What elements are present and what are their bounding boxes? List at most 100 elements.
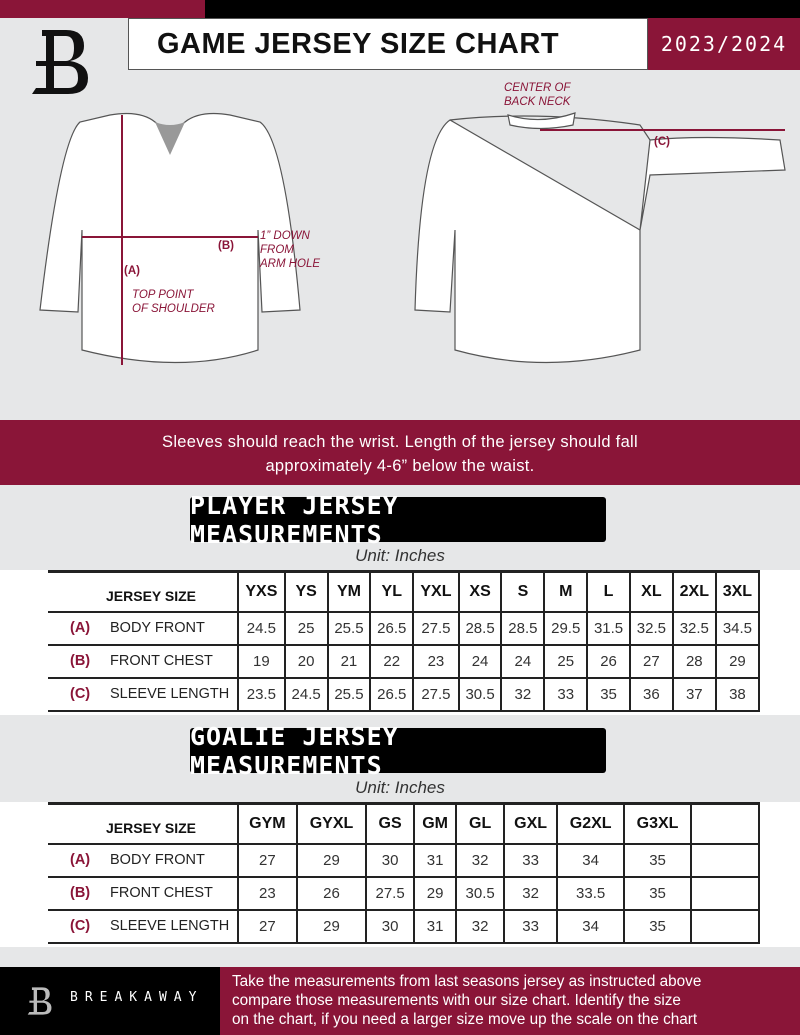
empty-cell xyxy=(691,843,760,877)
measurement-name: BODY FRONT xyxy=(110,852,205,868)
value-cell: 27.5 xyxy=(413,611,460,645)
value-cell: 21 xyxy=(327,644,372,678)
value-cell: 23 xyxy=(413,644,460,678)
size-header: GL xyxy=(456,803,505,844)
value-cell: 33.5 xyxy=(557,876,626,910)
measurement-label: (C) SLEEVE LENGTH xyxy=(48,909,239,943)
table-row: (B) FRONT CHEST 23 26 27.5 29 30.5 32 33.5 35 xyxy=(48,876,760,910)
player-section-title: PLAYER JERSEY MEASUREMENTS xyxy=(190,491,606,549)
fit-instructions: Sleeves should reach the wrist. Length o… xyxy=(0,420,800,485)
note-line: CENTER OF xyxy=(504,82,571,94)
header-row: JERSEY SIZE YXS YS YM YL YXL XS S M L XL 2XL 3XL xyxy=(48,571,761,612)
footer-line: Take the measurements from last seasons … xyxy=(232,973,702,990)
size-header: YM xyxy=(327,571,372,612)
size-header: GYXL xyxy=(296,803,368,844)
value-cell: 25 xyxy=(284,611,329,645)
table-row: (C) SLEEVE LENGTH 23.5 24.5 25.5 26.5 27.5 30.5… xyxy=(48,677,761,711)
size-header: GYM xyxy=(238,803,298,844)
note-line: FROM xyxy=(260,244,294,256)
measurement-name: FRONT CHEST xyxy=(110,885,213,901)
page-title: GAME JERSEY SIZE CHART xyxy=(128,18,648,70)
size-header: YXS xyxy=(238,571,286,612)
size-header: GS xyxy=(366,803,415,844)
goalie-unit: Unit: Inches xyxy=(355,778,445,797)
value-cell: 36 xyxy=(629,677,674,711)
value-cell: 25.5 xyxy=(327,677,372,711)
value-cell: 26.5 xyxy=(370,611,415,645)
value-cell: 28 xyxy=(672,644,717,678)
measurement-label: (B) FRONT CHEST xyxy=(48,876,239,910)
table-row: (C) SLEEVE LENGTH 27 29 30 31 32 33 34 35 xyxy=(48,909,760,943)
size-header: YS xyxy=(284,571,329,612)
table-row: (A) BODY FRONT 27 29 30 31 32 33 34 35 xyxy=(48,843,760,877)
measurement-label: (B) FRONT CHEST xyxy=(48,644,239,678)
measurement-code: (A) xyxy=(70,852,91,868)
value-cell: 27.5 xyxy=(413,677,460,711)
value-cell: 27 xyxy=(238,843,298,877)
value-cell: 34 xyxy=(557,843,626,877)
value-cell: 33 xyxy=(503,909,559,943)
value-cell: 29 xyxy=(413,876,458,910)
value-cell: 31 xyxy=(413,909,458,943)
value-cell: 30 xyxy=(366,843,415,877)
size-header: L xyxy=(587,571,631,612)
label-a: (A) xyxy=(124,265,140,277)
armhole-note: 1” DOWN FROM ARM HOLE xyxy=(260,229,320,271)
footer-instructions: Take the measurements from last seasons … xyxy=(220,967,800,1035)
value-cell: 35 xyxy=(587,677,631,711)
table-row: (A) BODY FRONT 24.5 25 25.5 26.5 27.5 28.5 28.5 2… xyxy=(48,611,761,645)
measurement-code: (B) xyxy=(70,653,91,669)
size-header: S xyxy=(501,571,546,612)
brand-logo xyxy=(32,30,88,94)
empty-cell xyxy=(691,876,760,910)
value-cell: 30.5 xyxy=(456,876,505,910)
brand-name: BREAKAWAY xyxy=(70,990,204,1005)
jersey-diagram xyxy=(39,112,786,365)
measurement-name: SLEEVE LENGTH xyxy=(110,686,230,702)
value-cell: 26.5 xyxy=(370,677,415,711)
value-cell: 25 xyxy=(544,644,589,678)
label-b: (B) xyxy=(218,240,234,252)
note-line: BACK NECK xyxy=(504,96,571,108)
value-cell: 29.5 xyxy=(544,611,589,645)
goalie-section-title: GOALIE JERSEY MEASUREMENTS xyxy=(190,722,606,780)
note-line: ARM HOLE xyxy=(260,258,321,270)
value-cell: 24 xyxy=(501,644,546,678)
top-bar xyxy=(205,0,800,18)
value-cell: 24.5 xyxy=(284,677,329,711)
note-line: OF SHOULDER xyxy=(132,303,215,315)
value-cell: 27 xyxy=(238,909,298,943)
value-cell: 32.5 xyxy=(672,611,717,645)
size-label: JERSEY SIZE xyxy=(48,571,239,612)
size-header: XL xyxy=(629,571,674,612)
value-cell: 33 xyxy=(544,677,589,711)
value-cell: 30 xyxy=(366,909,415,943)
shoulder-note: TOP POINT OF SHOULDER xyxy=(132,288,215,316)
value-cell: 35 xyxy=(624,876,692,910)
value-cell: 33 xyxy=(503,843,559,877)
value-cell: 31.5 xyxy=(587,611,631,645)
value-cell: 29 xyxy=(715,644,761,678)
empty-cell xyxy=(691,909,760,943)
player-unit: Unit: Inches xyxy=(355,546,445,565)
measurement-code: (C) xyxy=(70,918,91,934)
value-cell: 34.5 xyxy=(715,611,761,645)
size-header: GXL xyxy=(503,803,559,844)
value-cell: 35 xyxy=(624,843,692,877)
value-cell: 28.5 xyxy=(458,611,503,645)
value-cell: 19 xyxy=(238,644,286,678)
value-cell: 30.5 xyxy=(458,677,503,711)
value-cell: 24.5 xyxy=(238,611,286,645)
size-header: YXL xyxy=(413,571,460,612)
value-cell: 24 xyxy=(458,644,503,678)
top-bar-accent xyxy=(0,0,205,18)
goalie-size-table: JERSEY SIZE GYM GYXL GS GM GL GXL G2XL G3XL (A) BO… xyxy=(48,802,760,944)
measurement-code: (B) xyxy=(70,885,91,901)
size-header: GM xyxy=(413,803,458,844)
value-cell: 32 xyxy=(456,909,505,943)
value-cell: 31 xyxy=(413,843,458,877)
value-cell: 28.5 xyxy=(501,611,546,645)
measurement-label: (A) BODY FRONT xyxy=(48,843,239,877)
value-cell: 27 xyxy=(629,644,674,678)
value-cell: 37 xyxy=(672,677,717,711)
